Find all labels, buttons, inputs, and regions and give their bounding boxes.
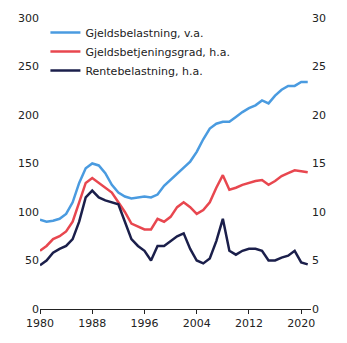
svg-text:100: 100 (18, 206, 39, 219)
svg-text:2004: 2004 (183, 317, 211, 330)
svg-text:5: 5 (312, 254, 319, 267)
svg-text:300: 300 (18, 12, 39, 25)
svg-text:30: 30 (312, 12, 326, 25)
svg-text:1980: 1980 (26, 317, 54, 330)
svg-text:20: 20 (312, 109, 326, 122)
svg-text:1996: 1996 (130, 317, 158, 330)
svg-text:25: 25 (312, 60, 326, 73)
svg-text:10: 10 (312, 206, 326, 219)
svg-text:1988: 1988 (78, 317, 106, 330)
svg-text:2020: 2020 (287, 317, 315, 330)
svg-text:0: 0 (312, 303, 319, 316)
svg-text:2012: 2012 (235, 317, 263, 330)
svg-text:150: 150 (18, 157, 39, 170)
svg-text:15: 15 (312, 157, 326, 170)
svg-text:Rentebelastning, h.a.: Rentebelastning, h.a. (85, 65, 202, 78)
svg-text:0: 0 (32, 303, 39, 316)
svg-text:Gjeldsbetjeningsgrad, h.a.: Gjeldsbetjeningsgrad, h.a. (85, 46, 230, 59)
svg-text:200: 200 (18, 109, 39, 122)
svg-text:Gjeldsbelastning, v.a.: Gjeldsbelastning, v.a. (85, 27, 203, 40)
svg-text:50: 50 (25, 254, 39, 267)
svg-text:250: 250 (18, 60, 39, 73)
